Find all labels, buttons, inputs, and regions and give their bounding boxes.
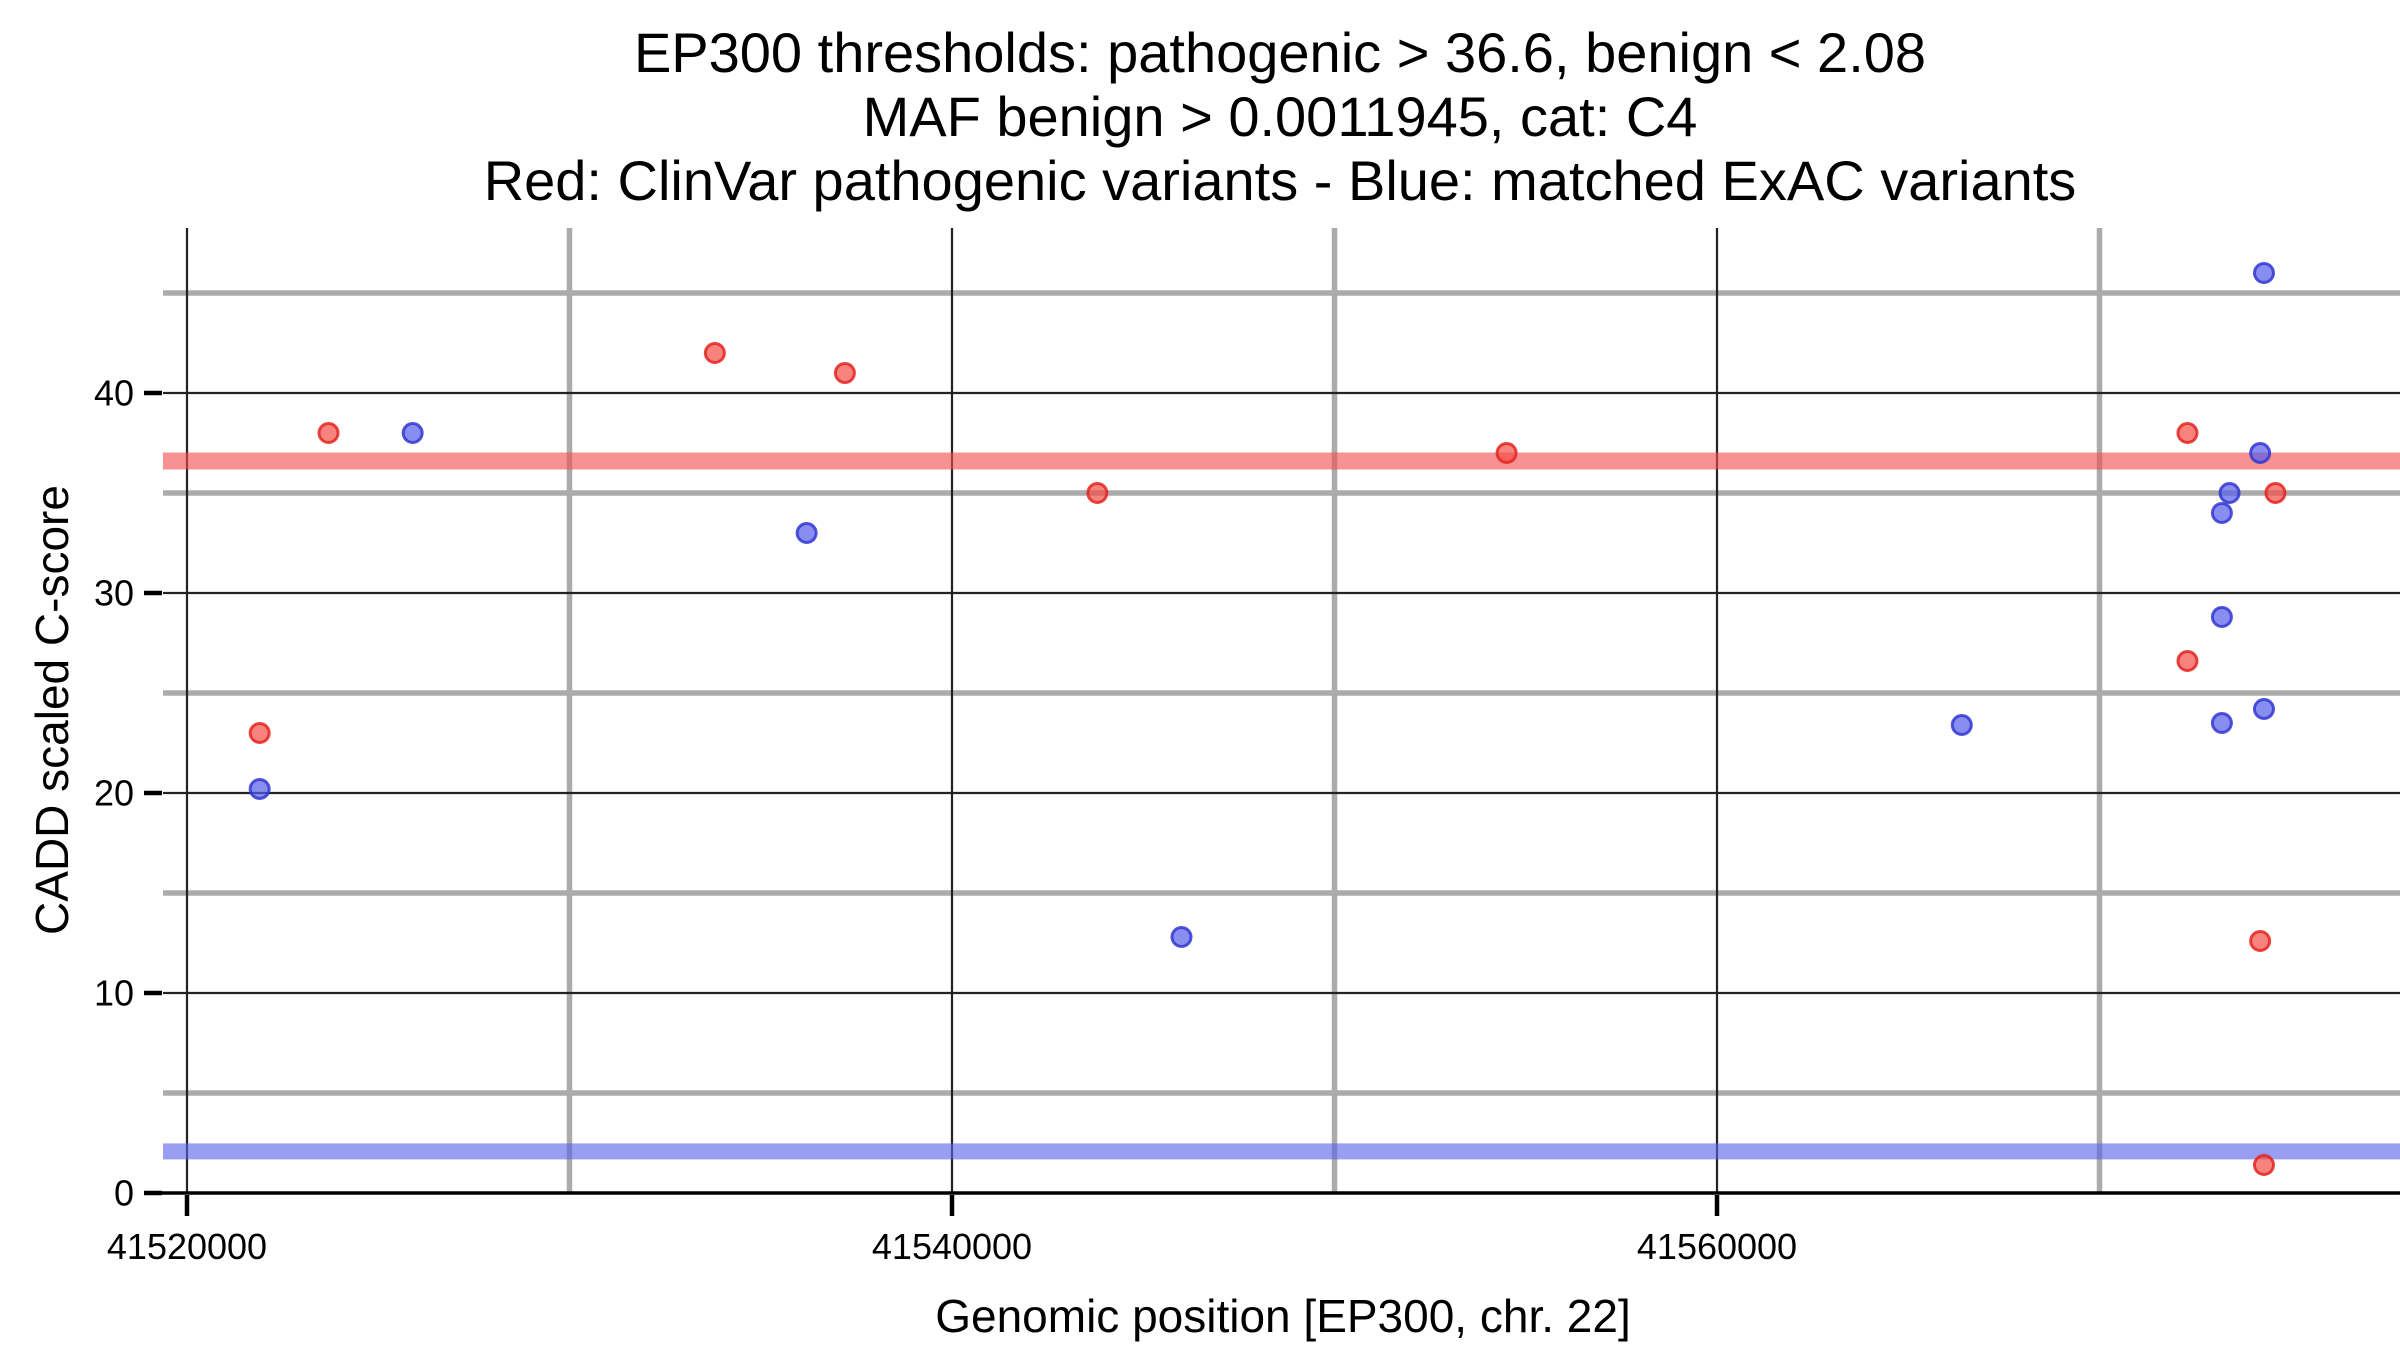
data-point-layer (248, 262, 2287, 1176)
data-point-red (833, 362, 856, 384)
tick-label-layer: 41520000 41540000 41560000 0 10 20 30 40 (94, 373, 1797, 1268)
data-point-blue (795, 522, 818, 544)
data-point-blue (2218, 482, 2241, 504)
data-point-blue (2252, 698, 2275, 720)
data-point-red (2252, 1154, 2275, 1176)
data-point-blue (2249, 442, 2272, 464)
data-point-red (1086, 482, 1109, 504)
axis-layer (144, 390, 2400, 1216)
pathogenic-threshold-band (163, 452, 2400, 470)
data-point-blue (2210, 502, 2233, 524)
data-point-blue (401, 422, 424, 444)
x-axis-title: Genomic position [EP300, chr. 22] (935, 1290, 1631, 1342)
plot-title-line1: EP300 thresholds: pathogenic > 36.6, ben… (634, 21, 1926, 84)
data-point-red (1495, 442, 1518, 464)
y-tick-label: 40 (94, 373, 134, 414)
grid-layer (163, 228, 2400, 1193)
data-point-red (2264, 482, 2287, 504)
data-point-red (2176, 650, 2199, 672)
data-point-red (248, 722, 271, 744)
y-tick-label: 20 (94, 773, 134, 814)
data-point-red (2176, 422, 2199, 444)
data-point-red (317, 422, 340, 444)
threshold-band-layer (163, 452, 2400, 1160)
data-point-blue (248, 778, 271, 800)
data-point-blue (1170, 926, 1193, 948)
x-tick-label: 41560000 (1637, 1226, 1797, 1267)
data-point-blue (1950, 714, 1973, 736)
y-axis-title: CADD scaled C-score (26, 485, 78, 935)
data-point-red (703, 342, 726, 364)
data-point-blue (2210, 712, 2233, 734)
x-tick-label: 41540000 (872, 1226, 1032, 1267)
x-tick-label: 41520000 (107, 1226, 267, 1267)
y-tick-label: 0 (114, 1173, 134, 1214)
data-point-red (2249, 930, 2272, 952)
data-point-blue (2210, 606, 2233, 628)
y-tick-label: 30 (94, 573, 134, 614)
plot-title-line3: Red: ClinVar pathogenic variants - Blue:… (484, 149, 2077, 212)
benign-threshold-band (163, 1143, 2400, 1160)
data-point-blue (2252, 262, 2275, 284)
plot-title-line2: MAF benign > 0.0011945, cat: C4 (863, 85, 1698, 148)
y-tick-label: 10 (94, 973, 134, 1014)
